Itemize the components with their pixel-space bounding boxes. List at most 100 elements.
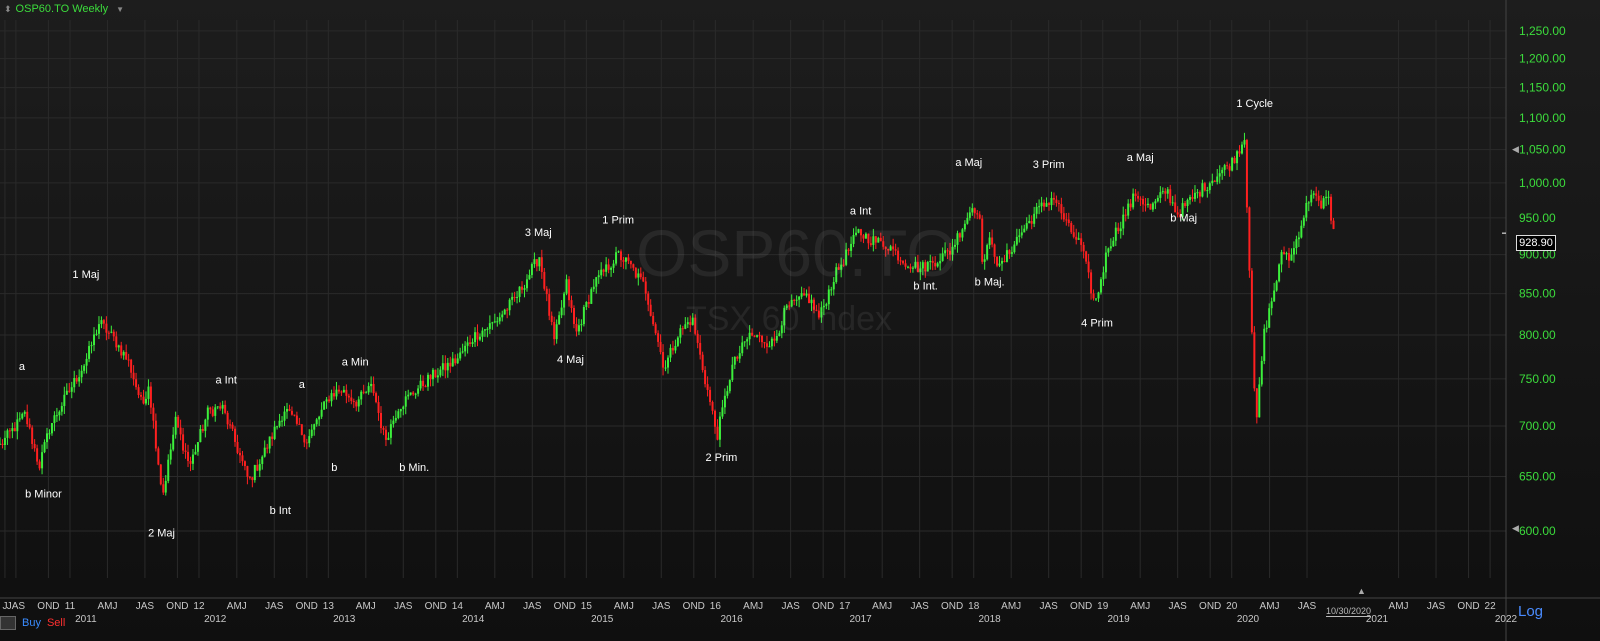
candle-body — [26, 411, 29, 425]
candle-body — [793, 299, 796, 301]
candle-body — [879, 237, 882, 242]
x-year-label: 2013 — [333, 614, 356, 625]
candle-body — [513, 296, 516, 298]
candle-body — [1109, 246, 1112, 249]
trade-icon[interactable] — [0, 616, 16, 630]
candle-body — [1233, 157, 1236, 164]
candle-body — [837, 267, 840, 270]
candle-body — [558, 315, 561, 325]
candle-body — [674, 345, 677, 351]
candle-body — [627, 257, 630, 261]
candle-body — [120, 345, 123, 356]
candle-body — [206, 407, 209, 420]
candle-body — [1231, 157, 1234, 171]
candle-body — [914, 261, 917, 268]
candle-body — [330, 393, 333, 402]
candle-body — [80, 370, 83, 378]
sort-arrows-icon[interactable]: ⬍ — [4, 3, 12, 14]
candle-body — [840, 264, 843, 270]
candle-body — [483, 329, 486, 331]
candle-body — [590, 289, 593, 304]
candle-body — [147, 386, 150, 399]
candle-body — [857, 229, 860, 233]
candle-body — [446, 362, 449, 371]
candle-body — [926, 262, 929, 272]
candle-body — [805, 293, 808, 296]
candle-body — [671, 347, 674, 351]
candle-body — [709, 389, 712, 402]
candle-body — [189, 461, 192, 464]
scroll-up-triangle-icon[interactable]: ▲ — [1357, 586, 1366, 596]
candle-body — [493, 321, 496, 323]
watermark-name: TSX 60 Index — [686, 300, 893, 338]
candle-body — [921, 262, 924, 269]
y-tick-label: 800.00 — [1519, 328, 1556, 342]
candle-body — [214, 407, 217, 416]
candle-body — [1325, 196, 1328, 199]
candle-body — [550, 315, 553, 322]
scroll-up-left-icon[interactable]: ◀ — [1512, 144, 1519, 154]
candle-body — [852, 235, 855, 244]
candle-body — [1213, 180, 1216, 182]
candle-body — [743, 341, 746, 343]
candle-body — [125, 352, 128, 360]
candle-body — [949, 250, 952, 255]
candle-body — [266, 447, 269, 449]
wave-annotation: 2 Prim — [705, 452, 737, 464]
candle-body — [194, 451, 197, 455]
candle-body — [716, 426, 719, 440]
candle-body — [1196, 192, 1199, 194]
candle-body — [953, 244, 956, 247]
candle-body — [352, 401, 355, 403]
candle-body — [516, 296, 519, 298]
candle-body — [55, 415, 58, 417]
wave-annotation: a Int — [215, 374, 236, 386]
chart-title-bar[interactable]: ⬍ OSP60.TO Weekly ▼ — [4, 2, 124, 16]
candle-body — [924, 262, 927, 272]
candle-body — [474, 332, 477, 343]
candle-body — [18, 418, 21, 420]
candle-body — [122, 352, 125, 356]
candle-body — [1292, 248, 1295, 255]
candle-body — [184, 450, 187, 452]
candle-body — [906, 266, 909, 268]
buy-button[interactable]: Buy — [22, 617, 41, 629]
candle-body — [318, 416, 321, 420]
x-tick-label: AMJ — [743, 601, 763, 612]
x-tick-label: JAS — [265, 601, 284, 612]
candle-body — [533, 259, 536, 265]
log-scale-toggle[interactable]: Log — [1518, 603, 1544, 620]
candle-body — [941, 253, 944, 262]
candle-body — [248, 476, 251, 478]
candle-body — [961, 229, 964, 238]
candle-body — [553, 321, 556, 340]
candle-body — [199, 429, 202, 443]
candle-body — [1151, 203, 1154, 210]
candle-body — [622, 260, 625, 262]
wave-annotation: a Maj — [955, 157, 982, 169]
candle-body — [283, 411, 286, 421]
candle-body — [676, 337, 679, 346]
sell-button[interactable]: Sell — [46, 617, 66, 629]
candle-body — [738, 353, 741, 359]
candle-body — [810, 299, 813, 304]
y-tick-label: 1,200.00 — [1519, 52, 1566, 66]
chart-title[interactable]: OSP60.TO Weekly — [15, 3, 109, 15]
wave-annotation: b Int — [270, 505, 291, 517]
candle-body — [427, 374, 430, 387]
candle-body — [164, 480, 167, 493]
wave-annotation: b — [331, 462, 337, 474]
chevron-down-icon[interactable]: ▼ — [116, 4, 124, 14]
candle-body — [565, 279, 568, 294]
scroll-down-left-icon[interactable]: ◀ — [1512, 523, 1519, 533]
wave-annotation: a — [299, 379, 306, 391]
candle-body — [140, 395, 143, 397]
candle-body — [370, 383, 373, 387]
candle-body — [963, 223, 966, 230]
candle-body — [1245, 140, 1248, 208]
x-tick-label: 13 — [323, 601, 335, 612]
candle-body — [629, 260, 632, 265]
candle-body — [335, 389, 338, 397]
